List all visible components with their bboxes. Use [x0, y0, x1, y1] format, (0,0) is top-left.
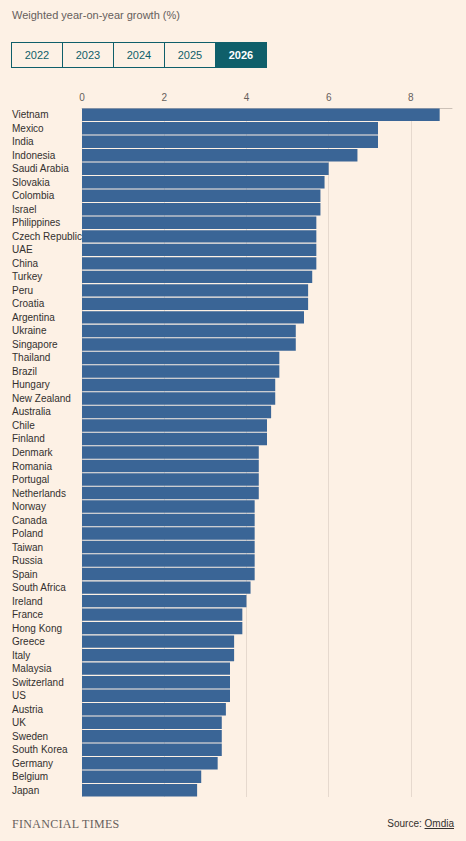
svg-text:Japan: Japan — [12, 785, 39, 796]
html-text:2026: 2026 — [228, 49, 254, 61]
svg-text:Argentina: Argentina — [12, 312, 55, 323]
svg-text:New Zealand: New Zealand — [12, 393, 71, 404]
svg-text:Romania: Romania — [12, 461, 52, 472]
html-text:2024: 2024 — [126, 49, 152, 61]
svg-text:8: 8 — [408, 92, 414, 103]
svg-text:Finland: Finland — [12, 433, 45, 444]
svg-text:0: 0 — [79, 92, 85, 103]
svg-text:Portugal: Portugal — [12, 474, 49, 485]
svg-text:Hungary: Hungary — [12, 379, 50, 390]
svg-text:Russia: Russia — [12, 555, 43, 566]
svg-text:Malaysia: Malaysia — [12, 663, 52, 674]
svg-text:Denmark: Denmark — [12, 447, 54, 458]
svg-text:Italy: Italy — [12, 650, 30, 661]
svg-text:Sweden: Sweden — [12, 731, 48, 742]
svg-text:Canada: Canada — [12, 515, 47, 526]
svg-text:India: India — [12, 136, 34, 147]
svg-text:Peru: Peru — [12, 285, 33, 296]
svg-text:Ireland: Ireland — [12, 596, 43, 607]
html-text:FINANCIAL TIMES: FINANCIAL TIMES — [12, 817, 120, 831]
svg-text:UK: UK — [12, 717, 26, 728]
svg-text:6: 6 — [326, 92, 332, 103]
html-text:2022: 2022 — [24, 49, 50, 61]
svg-text:Turkey: Turkey — [12, 271, 42, 282]
svg-text:Israel: Israel — [12, 204, 36, 215]
svg-text:Switzerland: Switzerland — [12, 677, 64, 688]
html-text:Weighted year-on-year growth (: Weighted year-on-year growth (%) — [12, 9, 180, 21]
svg-text:4: 4 — [244, 92, 250, 103]
html-text:2025: 2025 — [177, 49, 203, 61]
svg-text:Indonesia: Indonesia — [12, 150, 56, 161]
svg-text:Austria: Austria — [12, 704, 44, 715]
svg-text:Brazil: Brazil — [12, 366, 37, 377]
svg-text:France: France — [12, 609, 44, 620]
svg-text:Spain: Spain — [12, 569, 38, 580]
svg-text:Slovakia: Slovakia — [12, 177, 50, 188]
svg-text:Philippines: Philippines — [12, 217, 60, 228]
svg-text:Mexico: Mexico — [12, 123, 44, 134]
svg-text:Thailand: Thailand — [12, 352, 50, 363]
svg-text:Saudi Arabia: Saudi Arabia — [12, 163, 69, 174]
svg-text:Greece: Greece — [12, 636, 45, 647]
svg-text:China: China — [12, 258, 39, 269]
svg-text:Croatia: Croatia — [12, 298, 45, 309]
svg-text:Taiwan: Taiwan — [12, 542, 43, 553]
html-text:Source: Omdia: Source: Omdia — [387, 818, 454, 829]
svg-text:Hong Kong: Hong Kong — [12, 623, 62, 634]
svg-text:Belgium: Belgium — [12, 771, 48, 782]
svg-text:Singapore: Singapore — [12, 339, 58, 350]
svg-text:UAE: UAE — [12, 244, 33, 255]
svg-text:Netherlands: Netherlands — [12, 488, 66, 499]
svg-text:US: US — [12, 690, 26, 701]
svg-text:Vietnam: Vietnam — [12, 109, 49, 120]
svg-text:South Korea: South Korea — [12, 744, 68, 755]
svg-text:Ukraine: Ukraine — [12, 325, 47, 336]
svg-text:2: 2 — [161, 92, 167, 103]
svg-text:Colombia: Colombia — [12, 190, 55, 201]
svg-text:Norway: Norway — [12, 501, 46, 512]
html-text:2023: 2023 — [75, 49, 101, 61]
svg-text:Chile: Chile — [12, 420, 35, 431]
svg-text:South Africa: South Africa — [12, 582, 66, 593]
svg-text:Germany: Germany — [12, 758, 53, 769]
svg-text:Australia: Australia — [12, 406, 51, 417]
svg-text:Czech Republic: Czech Republic — [12, 231, 82, 242]
svg-text:Poland: Poland — [12, 528, 43, 539]
